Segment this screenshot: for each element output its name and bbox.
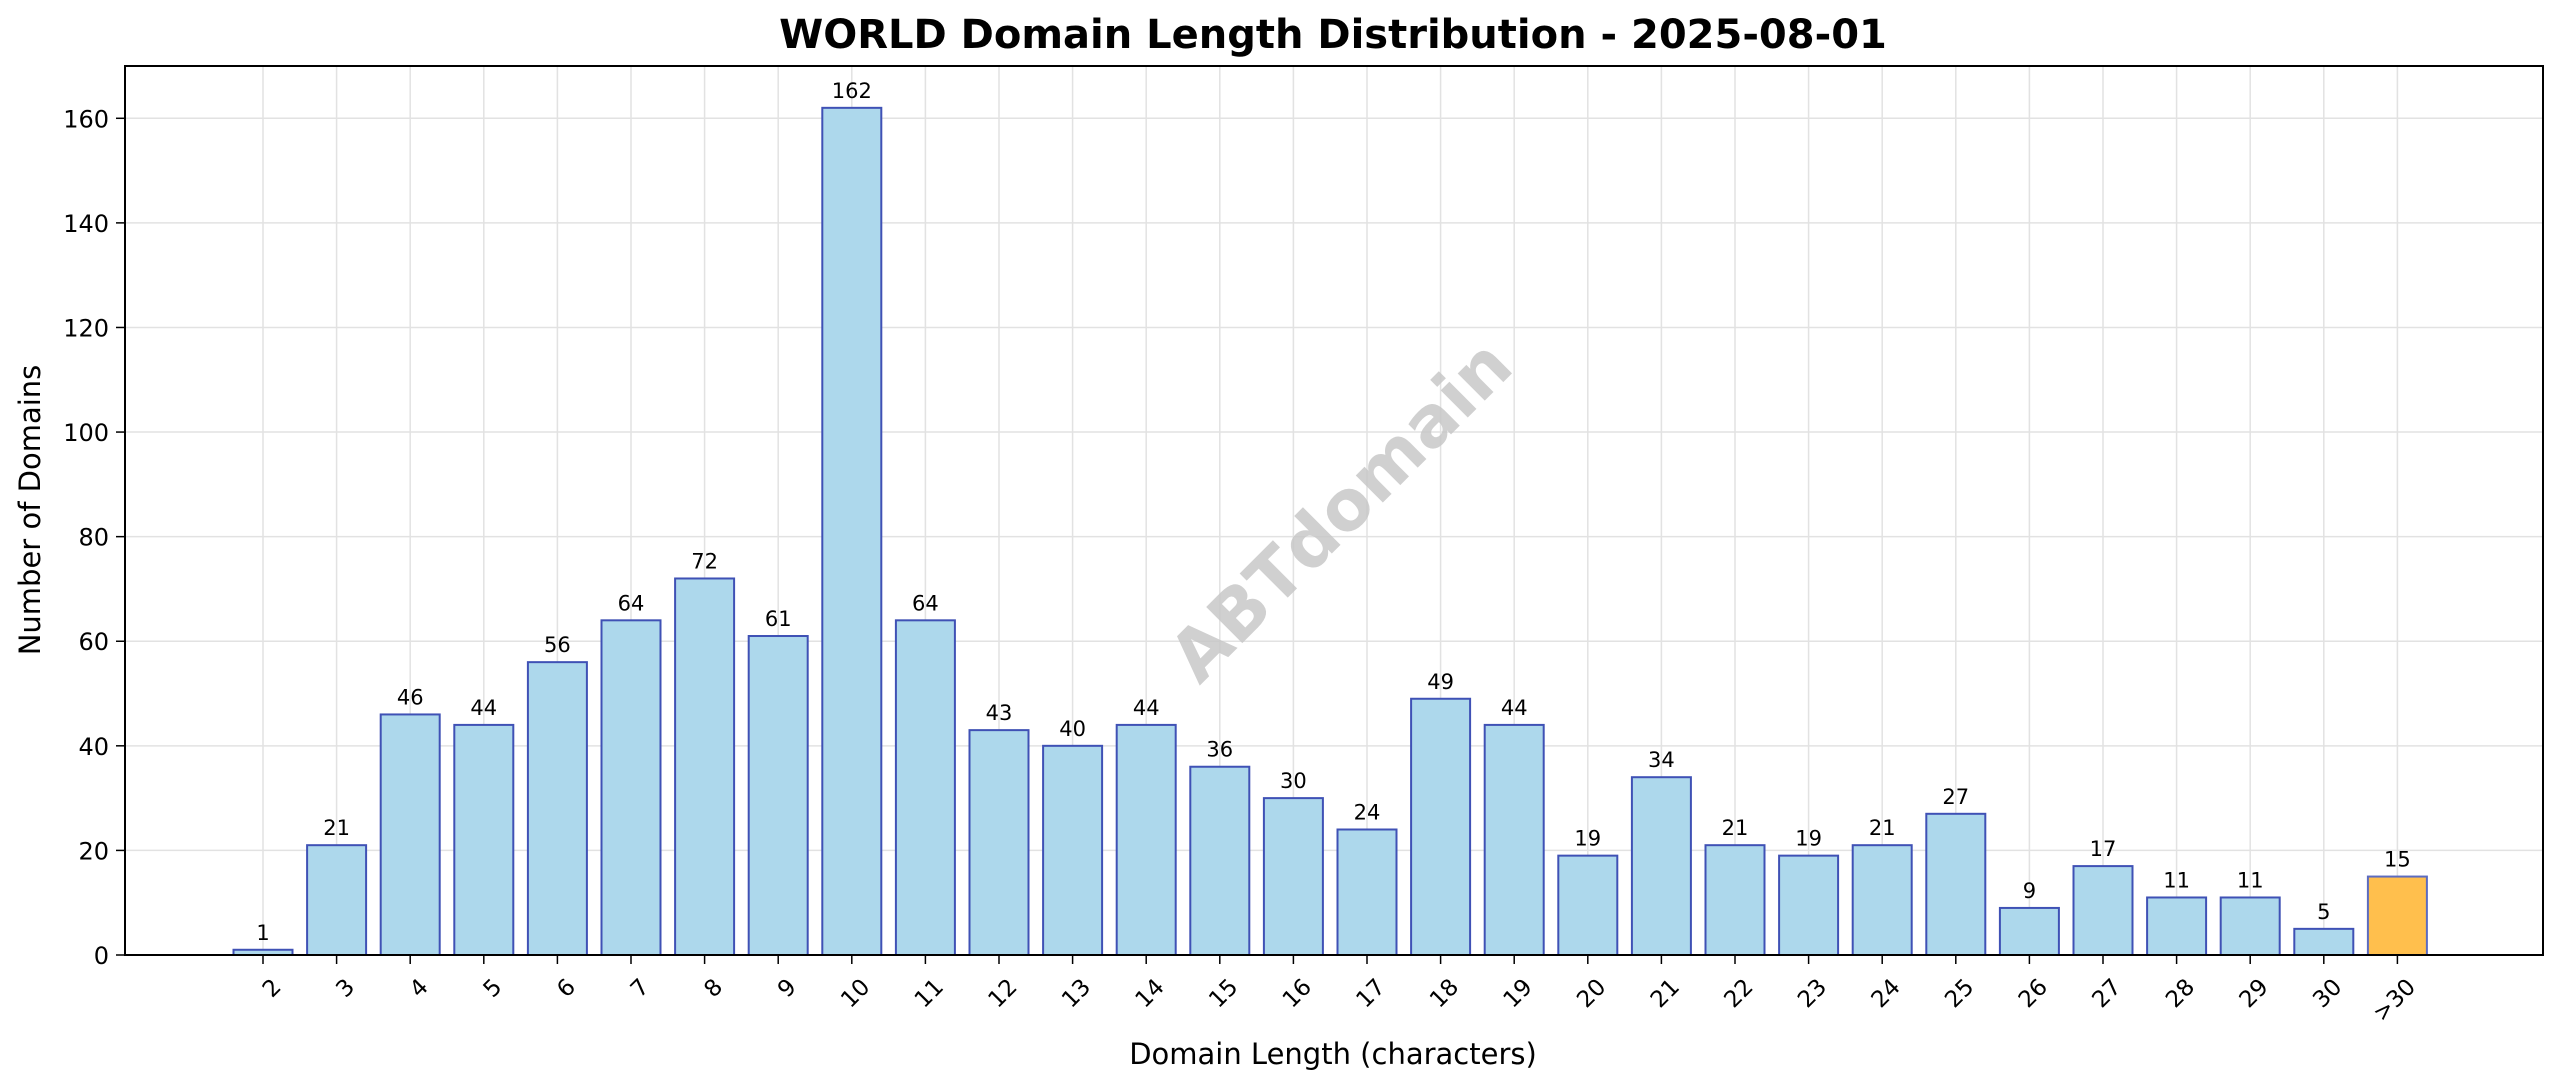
y-axis: 0 20 40 60 80 100 120 140 160 [63,105,125,970]
bar-value-label: 64 [618,591,645,615]
bar-value-label: 5 [2317,900,2330,924]
data-labels: 1 21 46 44 56 64 72 61 162 64 43 40 44 36 30 24 49 44 19 34… [256,79,2410,945]
bar-21 [1630,776,1692,957]
bar-15 [1189,765,1251,956]
bar-25 [1925,812,1987,957]
bar-value-label: 34 [1648,748,1675,772]
bar-4 [379,713,441,957]
bar-5 [453,723,515,956]
bar-20 [1557,854,1619,956]
bar-10 [821,106,883,957]
bar-value-label: 43 [986,701,1013,725]
y-tick-label: 40 [78,733,109,761]
bar-value-label: 21 [1722,816,1749,840]
bar-value-label: 30 [1280,769,1307,793]
y-tick-label: 100 [63,419,109,447]
bar-6 [526,661,588,956]
bar-13 [1042,744,1104,957]
bar-3 [306,844,368,957]
bars [232,106,2428,957]
bar-24 [1851,844,1913,957]
bar-29 [2219,896,2281,956]
bar-value-label: 1 [256,921,269,945]
bar-value-label: 46 [397,685,424,709]
y-tick-label: 0 [94,942,109,970]
chart-title: WORLD Domain Length Distribution - 2025-… [779,12,1887,58]
plot-frame [124,65,2544,956]
bar-8 [674,577,736,956]
bar-value-label: 15 [2384,848,2411,872]
bar-value-label: 44 [1501,696,1528,720]
y-tick-label: 60 [78,628,109,656]
bar-value-label: 17 [2090,837,2117,861]
bar-14 [1115,723,1177,956]
bar-value-label: 56 [544,633,571,657]
bar-value-label: 44 [1133,696,1160,720]
bar-value-label: 40 [1059,717,1086,741]
bar-19 [1483,723,1545,956]
bar-value-label: 21 [323,816,350,840]
bar-11 [894,619,956,956]
bar-23 [1778,854,1840,956]
bar-value-label: 11 [2163,868,2190,892]
bar-value-label: 21 [1869,816,1896,840]
bar-22 [1704,844,1766,957]
bar-value-label: 11 [2237,868,2264,892]
y-tick-label: 140 [63,210,109,238]
bar-16 [1262,797,1324,957]
y-tick-label: 160 [63,105,109,133]
bar-value-label: 24 [1354,800,1381,824]
y-tick-label: 80 [78,524,109,552]
bar-value-label: 162 [832,79,872,103]
bar-7 [600,619,662,956]
bar-value-label: 9 [2023,879,2036,903]
bar-value-label: 49 [1427,670,1454,694]
x-axis-label: Domain Length (characters) [1129,1037,1537,1071]
bar-28 [2146,896,2208,956]
y-axis-label: Number of Domains [13,365,47,656]
bar-17 [1336,828,1398,957]
bar-value-label: 19 [1574,827,1601,851]
bar-12 [968,729,1030,957]
bar-value-label: 36 [1206,738,1233,762]
bar-value-label: 19 [1795,827,1822,851]
bar-30 [2293,927,2355,957]
bar-value-label: 64 [912,591,939,615]
bar-value-label: 61 [765,607,792,631]
bar-26 [1998,906,2060,957]
bar-18 [1410,697,1472,957]
y-tick-label: 120 [63,314,109,342]
bar-value-label: 44 [470,696,497,720]
y-tick-label: 20 [78,837,109,865]
bar-value-label: 27 [1942,785,1969,809]
bar-value-label: 72 [691,549,718,573]
bar-27 [2072,865,2134,956]
bar-gt30 [2366,875,2428,957]
bar-9 [747,635,809,956]
